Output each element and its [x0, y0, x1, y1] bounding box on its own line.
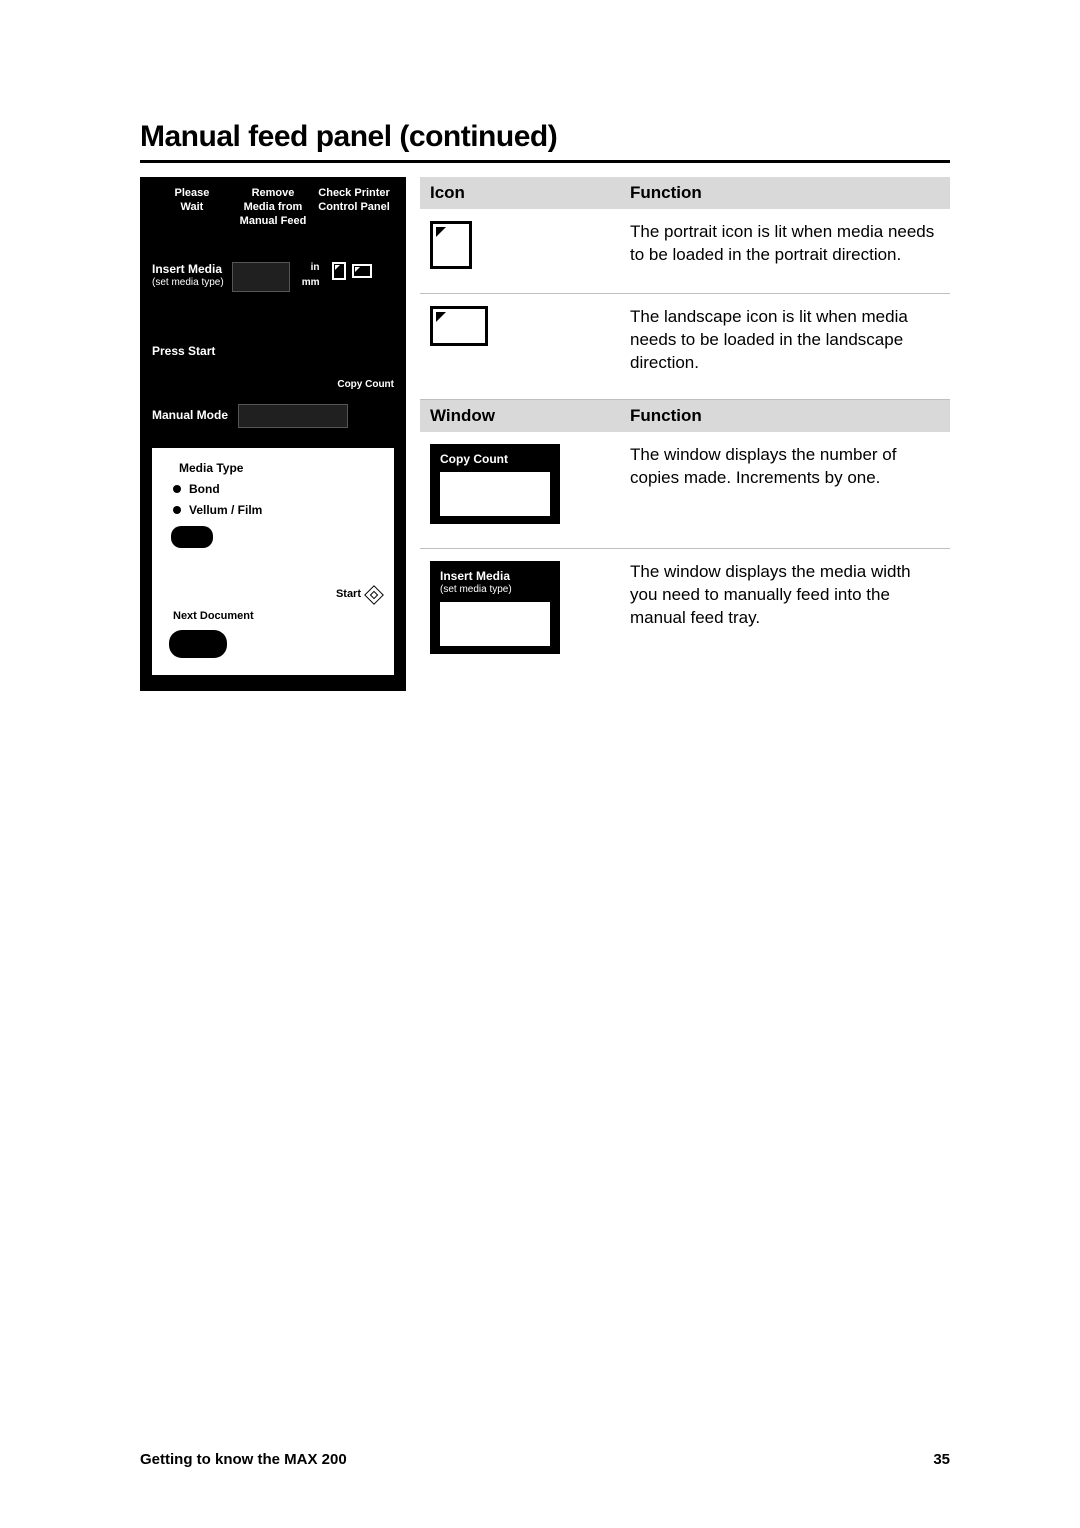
- manual-mode-label: Manual Mode: [152, 408, 228, 423]
- portrait-icon: [332, 262, 346, 280]
- control-panel: Please Wait Remove Media from Manual Fee…: [140, 177, 406, 691]
- header-function-2: Function: [630, 406, 702, 426]
- media-type-heading: Media Type: [179, 461, 381, 476]
- media-width-lcd: [232, 262, 290, 292]
- bond-label: Bond: [189, 482, 220, 497]
- function-table: Icon Function The portrait icon is lit w…: [420, 177, 950, 691]
- start-icon: [364, 585, 384, 605]
- media-type-panel: Media Type Bond Vellum / Film Start Next…: [152, 448, 394, 675]
- header-function-1: Function: [630, 183, 702, 203]
- media-type-button[interactable]: [171, 526, 213, 548]
- copy-count-window: Copy Count: [430, 444, 560, 524]
- vellum-indicator: [173, 506, 181, 514]
- copy-count-lcd: [238, 404, 348, 428]
- copy-count-description: The window displays the number of copies…: [630, 444, 940, 524]
- header-icon: Icon: [430, 183, 630, 203]
- insert-media-window: Insert Media (set media type): [430, 561, 560, 653]
- press-start-label: Press Start: [152, 344, 394, 359]
- vellum-label: Vellum / Film: [189, 503, 262, 518]
- check-printer: Check Printer Control Panel: [314, 187, 394, 228]
- landscape-icon: [352, 264, 372, 278]
- bond-indicator: [173, 485, 181, 493]
- landscape-orientation-icon: [430, 306, 488, 346]
- copy-count-label: Copy Count: [337, 379, 394, 392]
- page-number: 35: [933, 1451, 950, 1468]
- start-label: Start: [336, 588, 361, 602]
- page-title: Manual feed panel (continued): [140, 120, 950, 154]
- portrait-description: The portrait icon is lit when media need…: [630, 221, 940, 269]
- next-document-button[interactable]: [169, 630, 227, 658]
- footer-section: Getting to know the MAX 200: [140, 1451, 347, 1468]
- header-window: Window: [430, 406, 630, 426]
- insert-media-description: The window displays the media width you …: [630, 561, 940, 653]
- title-rule: [140, 160, 950, 163]
- content: Please Wait Remove Media from Manual Fee…: [140, 177, 950, 691]
- landscape-description: The landscape icon is lit when media nee…: [630, 306, 940, 375]
- unit-mm: mm: [302, 277, 320, 290]
- portrait-orientation-icon: [430, 221, 472, 269]
- please-wait: Please Wait: [152, 187, 232, 228]
- insert-media-label: Insert Media (set media type): [152, 262, 224, 290]
- next-document-label: Next Document: [173, 610, 254, 624]
- unit-in: in: [311, 262, 320, 275]
- remove-media: Remove Media from Manual Feed: [233, 187, 313, 228]
